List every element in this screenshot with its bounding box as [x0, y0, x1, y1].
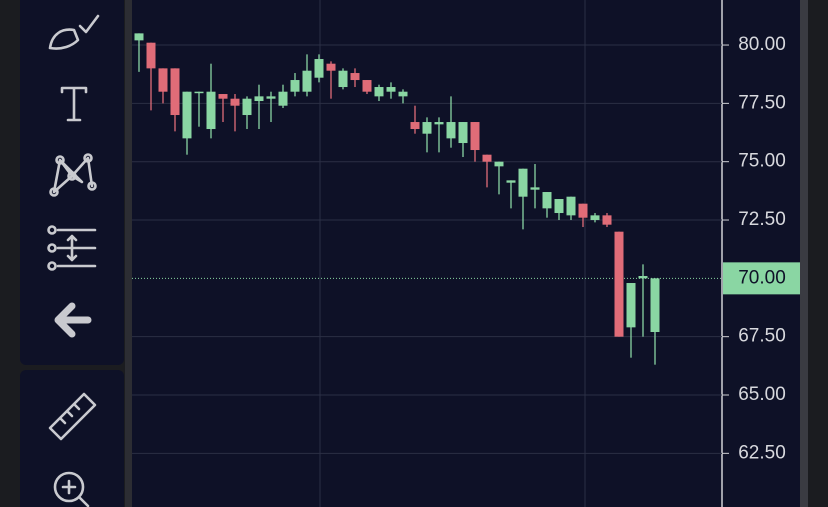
chart-border [125, 0, 132, 507]
toolbar-bottom [20, 370, 124, 507]
candle-body [650, 278, 660, 333]
candle-body [566, 196, 576, 216]
candle-body [482, 154, 492, 162]
pattern-tool[interactable] [49, 153, 97, 197]
y-tick-label: 67.50 [738, 326, 786, 347]
candle-body [590, 215, 600, 221]
candle-body [542, 192, 552, 209]
y-tick-label: 62.50 [738, 442, 786, 463]
candle-body [230, 98, 240, 106]
candle-body [254, 96, 264, 102]
y-tick-label: 75.00 [738, 151, 786, 172]
candle-body [242, 98, 252, 116]
candle-body [290, 80, 300, 92]
candle-body [194, 91, 204, 94]
candle-body [146, 42, 156, 69]
candle-body [158, 68, 168, 92]
measure-lines-tool[interactable] [47, 225, 97, 271]
text-tool[interactable] [60, 86, 88, 122]
candle-body [206, 91, 216, 130]
candle-body [410, 122, 420, 130]
candle-body [338, 70, 348, 88]
candle-body [326, 63, 336, 71]
candle-body [626, 283, 636, 328]
candle-body [434, 122, 444, 125]
candle-body [458, 122, 468, 144]
candle-body [218, 94, 228, 99]
brush-tool[interactable] [48, 14, 100, 50]
candle-body [554, 199, 564, 214]
candle-body [266, 96, 276, 99]
candle-body [362, 80, 372, 92]
candle-body [278, 91, 288, 106]
chart-area [132, 0, 800, 507]
zoom-tool[interactable] [53, 471, 90, 507]
candle-body [182, 91, 192, 139]
hide-toolbar-button[interactable] [54, 302, 92, 338]
candle-body [350, 73, 360, 81]
candle-body [578, 203, 588, 218]
candle-body [398, 91, 408, 97]
candle-body [422, 122, 432, 134]
candle-body [518, 168, 528, 197]
candle-body [446, 122, 456, 139]
y-tick-label: 72.50 [738, 209, 786, 230]
candle-body [134, 33, 144, 41]
candle-body [494, 161, 504, 167]
candle-body [374, 87, 384, 97]
candle-body [302, 70, 312, 92]
candle-body [530, 187, 540, 190]
candle-body [170, 68, 180, 116]
y-tick-label: 80.00 [738, 34, 786, 55]
candle-body [614, 231, 624, 337]
price-label-box [723, 262, 800, 295]
candle-body [386, 87, 396, 92]
candle-body [638, 276, 648, 279]
y-tick-label: 77.50 [738, 92, 786, 113]
ruler-tool[interactable] [48, 392, 97, 441]
y-tick-label: 65.00 [738, 384, 786, 405]
candle-body [602, 215, 612, 225]
toolbar-top [20, 0, 124, 365]
candle-body [470, 122, 480, 151]
right-strip [800, 0, 808, 507]
candle-body [506, 180, 516, 183]
candle-body [314, 59, 324, 78]
price-label: 70.00 [738, 267, 786, 288]
